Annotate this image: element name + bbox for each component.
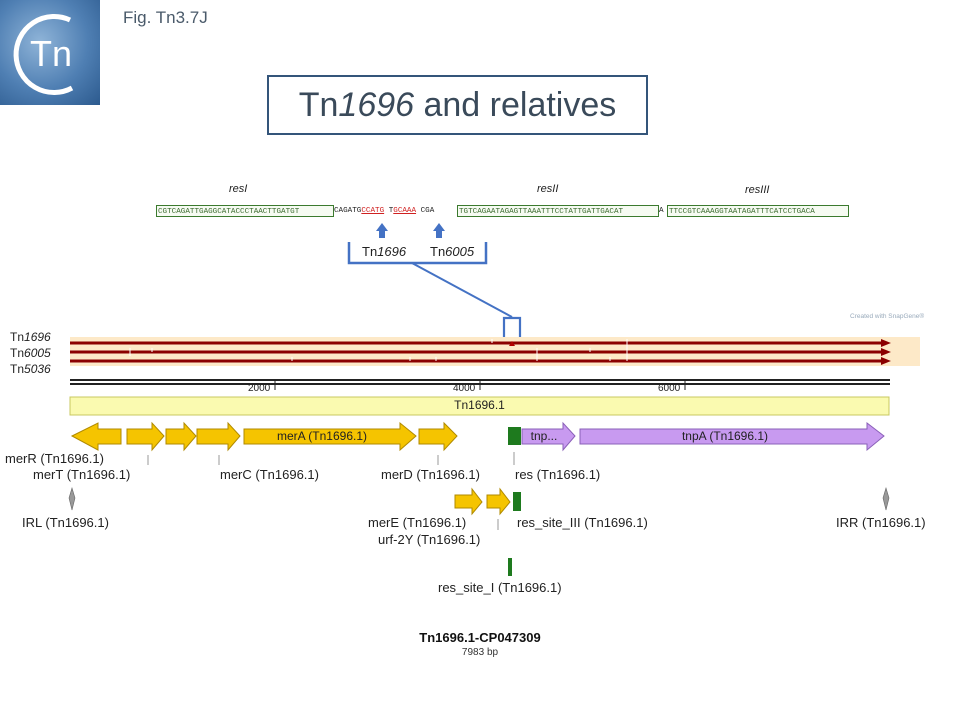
title-italic: 1696 (338, 85, 415, 124)
res-site-label-3: resIII (745, 184, 770, 196)
merD-gene-arrow (418, 421, 458, 452)
backbone-bar (69, 396, 890, 416)
tn1696-insertion-arrow (376, 223, 388, 238)
merA-gene-arrow (243, 421, 417, 452)
title-suffix: and relatives (414, 85, 617, 124)
res-site-III-feature (513, 492, 521, 511)
linker-1: CAGATG (334, 207, 362, 215)
insertion-bracket (347, 242, 488, 265)
linker-mid: T (384, 207, 394, 215)
track-variation-marks (129, 339, 628, 361)
tn6005-target: GCAAA (393, 207, 417, 215)
res-site-label-2: resII (537, 183, 559, 195)
connector-line (411, 262, 513, 318)
merP-gene-arrow (165, 421, 197, 452)
IRR-annotation: IRR (Tn1696.1) (836, 515, 926, 530)
merR-gene-arrow (70, 422, 122, 451)
page-title: Tn 1696 and relatives (267, 75, 648, 135)
urf2Y-gene-arrow (486, 487, 511, 516)
tnpA-label: tnpA (Tn1696.1) (681, 429, 769, 443)
merC-gene-arrow (196, 421, 241, 452)
tnp-gene-arrow (521, 421, 576, 452)
tn6005-insertion-arrow (433, 223, 445, 238)
sequence-ruler (70, 379, 890, 390)
res-feature (508, 427, 521, 445)
res-site-3-sequence: TTCCGTCAAAGGTAATAGATTTCATCCTGACA (667, 205, 849, 217)
snapgene-credit: Created with SnapGene® (850, 313, 925, 320)
merE-annotation: merE (Tn1696.1) (368, 515, 467, 530)
merR-annotation: merR (Tn1696.1) (5, 451, 104, 466)
res-site-2-sequence: TGTCAGAATAGAGTTAAATTTCCTATTGATTGACAT (457, 205, 659, 217)
linker-2: CGA (416, 207, 435, 215)
merE-gene-arrow (454, 487, 483, 516)
tn-logo: Tn (0, 0, 100, 105)
IRL-marker (68, 486, 76, 511)
merD-annotation: merD (Tn1696.1) (381, 467, 480, 482)
ruler-tick-4000: 4000 (453, 383, 476, 394)
map-length: 7983 bp (461, 647, 499, 658)
insertion-pointer (502, 316, 522, 340)
res-site-I-annotation: res_site_I (Tn1696.1) (438, 580, 562, 595)
linker-3: A (659, 207, 664, 215)
tn1696-target: CCATG (361, 207, 385, 215)
title-prefix: Tn (298, 85, 339, 124)
insertion-label-tn1696: Tn1696 (362, 244, 407, 259)
merC-annotation: merC (Tn1696.1) (220, 467, 319, 482)
ruler-tick-6000: 6000 (658, 383, 681, 394)
res-site-label-1: resI (229, 183, 248, 195)
insertion-label-tn6005: Tn6005 (430, 244, 475, 259)
track-tn1696 (70, 339, 891, 347)
logo-graphic: Tn (13, 14, 74, 95)
sequence-linker: CAGATGCCATG TGCAAA CGA (334, 205, 434, 217)
merT-gene-arrow (126, 421, 165, 452)
track-label-tn5036: Tn5036 (10, 362, 51, 376)
track-insertion-marker (509, 341, 515, 346)
track-label-tn1696: Tn1696 (10, 330, 51, 344)
ruler-tick-2000: 2000 (248, 383, 271, 394)
track-tn5036 (70, 357, 891, 365)
IRR-marker (882, 486, 890, 511)
backbone-label: Tn1696.1 (454, 398, 505, 412)
res-annotation: res (Tn1696.1) (515, 467, 601, 482)
urf2Y-annotation: urf-2Y (Tn1696.1) (378, 532, 481, 547)
res-site-I-feature (508, 558, 512, 576)
tnp-label: tnp... (530, 429, 558, 443)
IRL-annotation: IRL (Tn1696.1) (22, 515, 109, 530)
track-tn6005 (70, 348, 891, 356)
merT-annotation: merT (Tn1696.1) (33, 467, 131, 482)
figure-label: Fig. Tn3.7J (123, 8, 208, 27)
res-site-III-annotation: res_site_III (Tn1696.1) (517, 515, 648, 530)
logo-text: Tn (30, 33, 72, 74)
track-label-tn6005: Tn6005 (10, 346, 51, 360)
map-name: Tn1696.1-CP047309 (419, 630, 541, 645)
tnpA-gene-arrow (579, 421, 885, 452)
merA-label: merA (Tn1696.1) (276, 429, 368, 443)
res-site-1-sequence: CGTCAGATTGAGGCATACCCTAACTTGATGT (156, 205, 334, 217)
annotation-leader-lines (147, 452, 515, 530)
